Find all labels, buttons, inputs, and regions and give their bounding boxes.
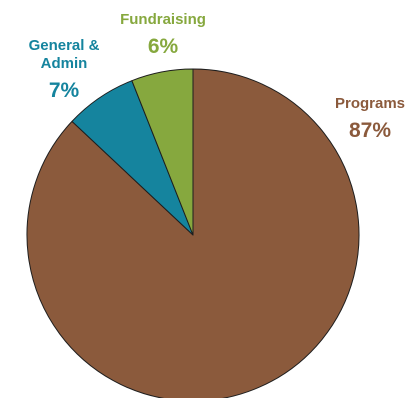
- slice-name-text: Admin: [41, 55, 88, 72]
- slice-percent-text: 87%: [349, 119, 391, 142]
- slice-label-fundraising: Fundraising 6%: [120, 11, 206, 58]
- pie-slice-fundraising: [131, 68, 194, 236]
- slice-name-text: General &: [29, 37, 100, 54]
- slice-name-text: Fundraising: [120, 11, 206, 28]
- pie-labels: Programs 87% General &Admin 7% Fundraising 6%: [29, 11, 405, 142]
- slice-label-programs: Programs 87%: [335, 95, 405, 142]
- slice-name-text: Programs: [335, 95, 405, 112]
- slice-percent-text: 6%: [148, 35, 179, 58]
- pie-slices: [26, 68, 360, 398]
- pie-slice-programs: [26, 68, 360, 398]
- slice-percent-text: 7%: [49, 79, 80, 102]
- slice-label-general-and-admin: General &Admin 7%: [29, 37, 100, 102]
